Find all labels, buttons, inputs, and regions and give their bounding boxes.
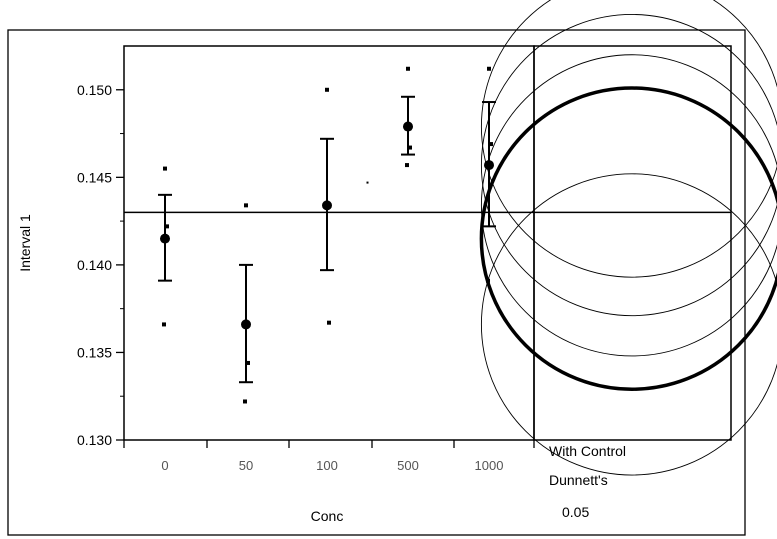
x-tick-label: 1000	[475, 458, 504, 473]
y-tick-label: 0.140	[77, 257, 112, 273]
data-point	[165, 224, 169, 229]
comparison-circle	[480, 54, 777, 357]
y-axis-label: Interval 1	[17, 214, 33, 272]
x-axis-label: Conc	[311, 508, 344, 524]
data-point	[406, 66, 410, 71]
data-point	[489, 142, 493, 147]
data-point	[243, 399, 247, 404]
x-axis: 0 50 100 500 1000	[123, 440, 535, 473]
comparison-frame	[533, 45, 732, 441]
plot-frame	[123, 45, 535, 441]
y-tick-label: 0.130	[77, 432, 112, 448]
mean-marker	[403, 121, 413, 132]
x-tick-label: 50	[239, 458, 253, 473]
stray-point	[366, 181, 369, 184]
mean-marker	[160, 233, 170, 244]
x-tick-label: 100	[316, 458, 338, 473]
x-tick-label: 500	[397, 458, 419, 473]
comparison-circle	[480, 0, 777, 278]
comparison-circle	[480, 14, 777, 317]
y-tick-label: 0.145	[77, 169, 112, 185]
comparison-label-line-1: With Control	[549, 443, 626, 459]
data-point	[487, 66, 491, 71]
mean-marker	[241, 319, 251, 330]
data-point	[244, 203, 248, 208]
data-point	[325, 87, 329, 92]
error-bars	[158, 95, 496, 384]
y-tick-label: 0.150	[77, 82, 112, 98]
y-axis: 0.130 0.135 0.140 0.145 0.150	[77, 82, 124, 448]
data-point	[405, 163, 409, 168]
data-point	[162, 322, 166, 327]
data-point	[163, 166, 167, 171]
data-point	[246, 360, 250, 365]
data-point	[408, 145, 412, 150]
control-circle	[479, 86, 777, 391]
comparison-circle	[480, 173, 777, 476]
comparison-label-line-3: 0.05	[562, 504, 589, 520]
outer-frame	[7, 29, 746, 536]
data-point	[327, 320, 331, 325]
comparison-label-line-2: Dunnett's	[549, 472, 608, 488]
comparison-circles	[479, 0, 777, 476]
mean-marker	[322, 200, 332, 211]
y-tick-label: 0.135	[77, 344, 112, 360]
x-tick-label: 0	[161, 458, 168, 473]
